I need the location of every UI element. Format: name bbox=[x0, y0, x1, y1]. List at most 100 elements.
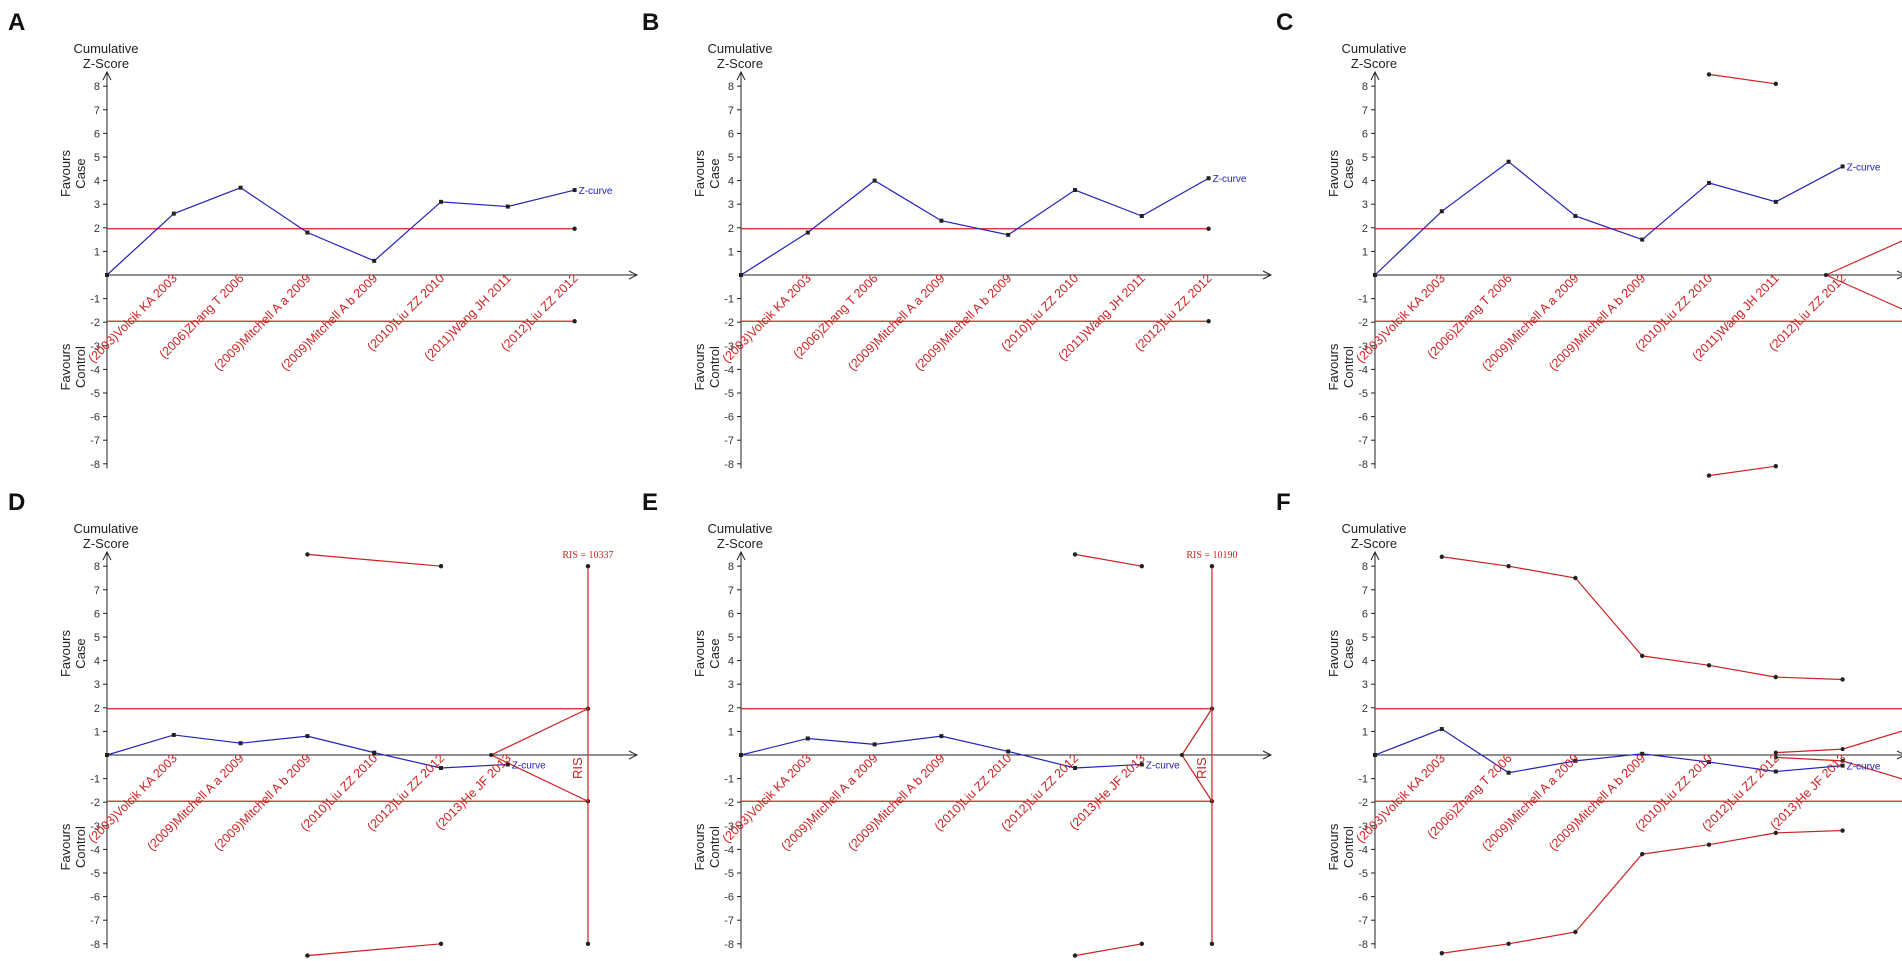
z-curve bbox=[106, 187, 575, 276]
monitoring-boundary-lower bbox=[1441, 829, 1843, 954]
monitoring-marker bbox=[305, 552, 310, 557]
y-tick-label: 6 bbox=[94, 128, 100, 140]
y-tick-label: 6 bbox=[728, 608, 734, 620]
study-label: (2013)He JF 2013 bbox=[433, 751, 514, 832]
favours-control-label: FavoursControl bbox=[692, 823, 722, 870]
futility-marker bbox=[1773, 755, 1778, 760]
z-curve-point bbox=[1840, 763, 1845, 768]
panel-letter: F bbox=[1276, 489, 1291, 516]
z-curve-point bbox=[505, 762, 510, 767]
monitoring-marker bbox=[1640, 653, 1645, 659]
monitoring-marker bbox=[1139, 941, 1144, 946]
y-tick-label: 2 bbox=[94, 223, 100, 235]
z-curve-point bbox=[1073, 188, 1077, 193]
boundary-end-marker bbox=[572, 226, 577, 231]
z-curve-point bbox=[1439, 727, 1444, 732]
y-tick-label: 8 bbox=[728, 561, 734, 573]
monitoring-marker bbox=[1506, 564, 1511, 569]
favours-control-line2: Control bbox=[707, 826, 722, 868]
y-tick-label: -7 bbox=[724, 435, 734, 447]
futility-marker bbox=[1179, 753, 1184, 757]
z-curve-point bbox=[439, 199, 443, 204]
y-tick-label: -2 bbox=[1358, 317, 1368, 329]
favours-case-line1: Favours bbox=[1326, 150, 1341, 197]
favours-case-line1: Favours bbox=[58, 630, 73, 677]
y-tick-label: 8 bbox=[94, 81, 100, 93]
z-curve-point bbox=[305, 734, 310, 739]
y-tick-label: -6 bbox=[1358, 892, 1368, 904]
y-tick-label: 5 bbox=[728, 152, 734, 164]
favours-case-line1: Favours bbox=[692, 630, 707, 677]
monitoring-marker bbox=[1773, 81, 1778, 87]
y-tick-label: 1 bbox=[1362, 246, 1368, 258]
z-curve-point bbox=[171, 211, 176, 216]
monitoring-marker bbox=[1773, 463, 1778, 469]
y-tick-label: 3 bbox=[1362, 679, 1368, 691]
y-tick-label: -1 bbox=[90, 294, 100, 306]
y-tick-label: -8 bbox=[724, 939, 734, 951]
y-tick-label: 2 bbox=[1362, 223, 1368, 235]
z-curve-point bbox=[1573, 758, 1578, 763]
z-curve-point bbox=[1006, 232, 1011, 237]
z-curve-point bbox=[1840, 164, 1845, 169]
favours-case-label: FavoursCase bbox=[692, 150, 722, 197]
y-axis-title-top: Cumulative bbox=[1341, 41, 1406, 56]
z-curve-point bbox=[1773, 199, 1778, 204]
z-curve-point bbox=[1640, 237, 1645, 242]
x-axis-arrow bbox=[628, 270, 639, 280]
favours-control-line1: Favours bbox=[58, 823, 73, 870]
ris-bottom-marker bbox=[585, 941, 591, 946]
z-curve bbox=[740, 177, 1209, 276]
x-axis-arrow bbox=[1896, 270, 1902, 280]
y-tick-label: -3 bbox=[1358, 341, 1368, 353]
y-axis-arrow bbox=[736, 70, 746, 81]
y-tick-label: -7 bbox=[1358, 435, 1368, 447]
x-axis-arrow bbox=[628, 750, 639, 760]
z-curve-point bbox=[1640, 751, 1645, 756]
y-tick-label: -1 bbox=[724, 774, 734, 786]
monitoring-boundary-upper bbox=[1074, 553, 1142, 567]
futility-boundary-upper bbox=[1775, 730, 1902, 754]
y-tick-label: 7 bbox=[728, 105, 734, 117]
ris-axis-label: RIS bbox=[570, 757, 585, 779]
y-tick-label: 7 bbox=[94, 105, 100, 117]
panel-letter: E bbox=[642, 489, 658, 516]
monitoring-boundary-lower bbox=[1074, 943, 1142, 957]
y-tick-label: 3 bbox=[1362, 199, 1368, 211]
favours-case-line1: Favours bbox=[692, 150, 707, 197]
y-axis-title-bottom: Z-Score bbox=[1351, 56, 1397, 71]
z-curve-point bbox=[1506, 159, 1511, 164]
y-tick-label: 1 bbox=[728, 246, 734, 258]
z-curve-origin bbox=[1373, 753, 1377, 757]
y-tick-label: -4 bbox=[90, 364, 100, 376]
favours-control-label: FavoursControl bbox=[58, 343, 88, 390]
futility-marker bbox=[489, 753, 494, 757]
y-tick-label: 3 bbox=[728, 199, 734, 211]
x-axis-arrow bbox=[1896, 750, 1902, 760]
study-label: (2013)He JF 2013 bbox=[1067, 751, 1148, 832]
favours-control-label: FavoursControl bbox=[1326, 823, 1356, 870]
monitoring-marker bbox=[1139, 564, 1144, 569]
ris-bottom-marker bbox=[1209, 941, 1215, 946]
favours-control-line1: Favours bbox=[1326, 823, 1341, 870]
y-tick-label: 1 bbox=[1362, 726, 1368, 738]
y-axis-title-top: Cumulative bbox=[707, 521, 772, 536]
study-label: (2013)He JF 2013 bbox=[1768, 751, 1849, 832]
z-curve-point bbox=[305, 230, 310, 235]
y-axis-arrow bbox=[102, 70, 112, 81]
monitoring-marker bbox=[1640, 851, 1645, 857]
y-tick-label: 2 bbox=[728, 223, 734, 235]
y-tick-label: -4 bbox=[1358, 844, 1368, 856]
y-tick-label: -2 bbox=[1358, 797, 1368, 809]
z-curve-origin bbox=[105, 273, 109, 277]
z-curve-point bbox=[1506, 770, 1511, 775]
z-curve-point bbox=[372, 258, 377, 263]
y-tick-label: 8 bbox=[1362, 81, 1368, 93]
y-tick-label: -4 bbox=[1358, 364, 1368, 376]
monitoring-boundary-upper bbox=[1441, 556, 1843, 681]
z-curve-point bbox=[1006, 749, 1011, 754]
favours-case-label: FavoursCase bbox=[58, 630, 88, 677]
favours-case-line2: Case bbox=[707, 638, 722, 668]
y-tick-label: 8 bbox=[1362, 561, 1368, 573]
